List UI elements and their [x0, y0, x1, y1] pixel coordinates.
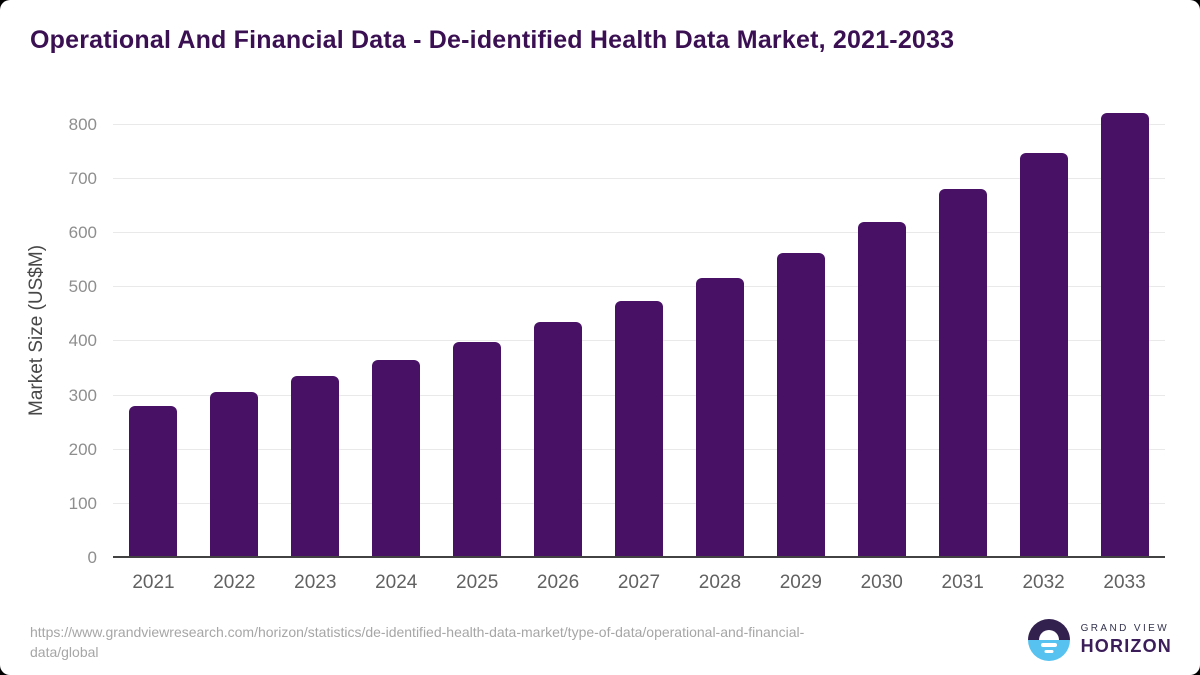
x-label-2024: 2024 [375, 572, 418, 593]
x-label-2027: 2027 [617, 572, 661, 593]
bars-row [113, 103, 1165, 558]
y-tick-200: 200 [68, 439, 97, 459]
bar-slot-2027 [599, 103, 680, 558]
bar-slot-2023 [275, 103, 356, 558]
gridline-500 [113, 286, 1165, 288]
bar-2030 [857, 222, 906, 558]
y-tick-800: 800 [68, 114, 97, 134]
bar-chart-plot-area [113, 103, 1165, 558]
y-axis-title: Market Size (US$M) [26, 244, 47, 417]
bar-2021 [129, 405, 178, 558]
bar-slot-2033 [1084, 103, 1165, 558]
bar-2029 [776, 252, 825, 558]
x-label-2029: 2029 [779, 572, 822, 593]
icon-sun-dome [1038, 630, 1059, 640]
y-tick-600: 600 [68, 223, 97, 242]
logo-product-name: HORIZON [1080, 636, 1172, 656]
x-label-2032: 2032 [1022, 572, 1065, 593]
bar-2024 [372, 359, 421, 558]
bar-2027 [614, 301, 663, 558]
bar-slot-2025 [437, 103, 518, 558]
icon-reflection-bar-1 [1040, 643, 1057, 647]
logo-brand-name: GRAND VIEW [1080, 623, 1170, 634]
gridline-700 [113, 177, 1165, 179]
y-tick-300: 300 [68, 385, 97, 405]
x-label-2021: 2021 [132, 572, 175, 593]
y-tick-100: 100 [68, 493, 97, 513]
source-url-line: https://www.grandviewresearch.com/horizo… [30, 624, 805, 640]
source-url: https://www.grandviewresearch.com/horizo… [30, 622, 930, 662]
bar-slot-2032 [1003, 103, 1084, 558]
grand-view-horizon-logo: GRAND VIEW HORIZON [1027, 619, 1172, 661]
bar-2023 [291, 376, 340, 558]
bar-slot-2026 [518, 103, 599, 558]
gridline-800 [113, 123, 1165, 125]
gridline-600 [113, 232, 1165, 233]
y-tick-400: 400 [68, 331, 97, 351]
bar-slot-2030 [841, 103, 922, 558]
bar-slot-2024 [356, 103, 437, 558]
x-axis-labels: 2021 2022 2023 2024 2025 2026 2027 2028 2029 2030… [113, 568, 1165, 600]
bar-2032 [1019, 152, 1068, 558]
bar-2025 [453, 342, 502, 558]
x-axis-line [113, 556, 1165, 558]
logo-text: GRAND VIEW HORIZON [1081, 623, 1172, 657]
x-label-2031: 2031 [941, 572, 984, 593]
horizon-sun-icon [1027, 619, 1070, 661]
bar-slot-2022 [194, 103, 275, 558]
bar-2031 [938, 189, 987, 558]
y-tick-700: 700 [68, 168, 97, 188]
bar-2028 [695, 277, 744, 558]
y-tick-0: 0 [87, 548, 97, 567]
x-label-2028: 2028 [698, 572, 742, 593]
bar-slot-2031 [922, 103, 1003, 558]
chart-title: Operational And Financial Data - De-iden… [30, 26, 955, 54]
x-label-2025: 2025 [456, 572, 499, 593]
bar-slot-2029 [760, 103, 841, 558]
icon-reflection-bar-2 [1044, 649, 1054, 653]
x-label-2033: 2033 [1103, 572, 1146, 593]
y-tick-500: 500 [68, 277, 97, 297]
bar-2026 [534, 322, 583, 558]
x-label-2023: 2023 [294, 572, 337, 593]
bar-2033 [1100, 112, 1149, 558]
bar-slot-2028 [679, 103, 760, 558]
x-label-2022: 2022 [213, 572, 256, 593]
x-label-2026: 2026 [536, 572, 580, 593]
bar-2022 [210, 392, 259, 558]
bar-slot-2021 [113, 103, 194, 558]
source-url-line: data/global [30, 644, 99, 660]
icon-sky-half [1027, 619, 1070, 640]
x-label-2030: 2030 [860, 572, 903, 593]
